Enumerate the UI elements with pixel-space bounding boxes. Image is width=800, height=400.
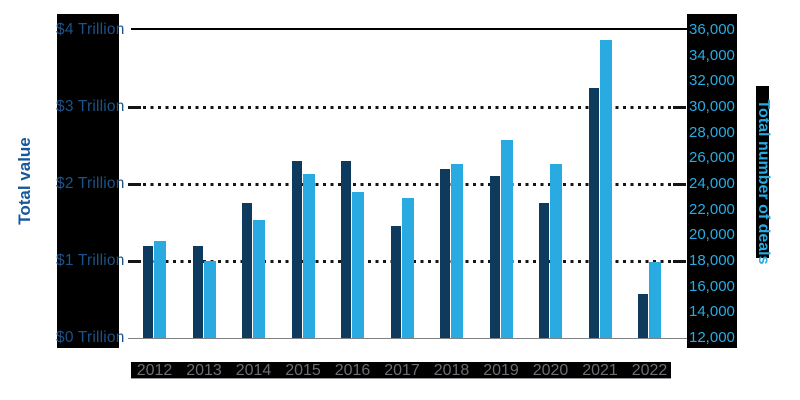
- gridline: [128, 182, 686, 186]
- bar-total-value-2013: [192, 245, 203, 338]
- left-axis-title: Total value: [15, 137, 34, 225]
- gridline-right-cap: [673, 259, 686, 263]
- top-axis-line: [131, 27, 687, 30]
- x-tick-label-2021: 2021: [582, 362, 618, 379]
- x-tick-label-2012: 2012: [136, 362, 173, 379]
- x-tick-label-2016: 2016: [334, 362, 371, 379]
- right-tick-label: 34,000: [689, 46, 735, 64]
- bar-total-value-2012: [143, 245, 153, 338]
- bar-deals-2018: [451, 163, 463, 338]
- bottom-axis-line: [128, 337, 687, 339]
- x-tick-label-2022: 2022: [631, 362, 668, 379]
- left-tick-label: $4 Trillion: [56, 21, 125, 38]
- bar-deals-2013: [203, 261, 216, 338]
- bar-deals-2012: [154, 240, 166, 338]
- bar-deals-2020: [550, 163, 562, 338]
- bar-deals-2014: [253, 219, 265, 338]
- bar-total-value-2016: [341, 160, 351, 338]
- right-tick-label: 30,000: [689, 98, 735, 115]
- bar-total-value-2022: [638, 294, 648, 338]
- left-tick-label: $1 Trillion: [56, 252, 125, 269]
- x-tick-label-2013: 2013: [186, 362, 222, 379]
- right-tick-label: 36,000: [689, 21, 735, 38]
- gridline-left-cap: [128, 182, 141, 186]
- right-tick-label: 28,000: [689, 123, 735, 141]
- gridline-right-cap: [673, 182, 686, 186]
- gridline: [128, 105, 686, 109]
- right-tick-label: 32,000: [689, 72, 735, 90]
- bar-deals-2017: [401, 198, 414, 338]
- gridline-left-cap: [128, 259, 141, 263]
- bar-total-value-2019: [489, 176, 500, 338]
- right-tick-label: 16,000: [689, 277, 735, 295]
- x-tick-label-2018: 2018: [433, 362, 470, 379]
- right-tick-label: 18,000: [689, 252, 735, 269]
- x-tick-label-2014: 2014: [235, 362, 272, 379]
- bar-total-value-2017: [390, 226, 401, 338]
- bar-total-value-2014: [242, 203, 252, 339]
- x-axis-label-background: [131, 362, 671, 379]
- bar-total-value-2018: [440, 168, 450, 338]
- left-axis-label-background: [57, 14, 119, 348]
- bar-deals-2015: [302, 173, 315, 338]
- gridline-left-cap: [128, 105, 141, 109]
- right-axis-label-background: [687, 14, 737, 348]
- bar-total-value-2015: [291, 160, 302, 338]
- bar-total-value-2021: [588, 87, 599, 339]
- bar-deals-2022: [649, 262, 661, 338]
- x-tick-label-2017: 2017: [384, 362, 420, 379]
- right-tick-label: 22,000: [689, 200, 735, 218]
- right-axis-title-background: [756, 86, 769, 258]
- bar-deals-2019: [500, 140, 513, 338]
- x-tick-label-2019: 2019: [483, 362, 519, 379]
- right-tick-label: 20,000: [689, 226, 735, 244]
- x-tick-label-2020: 2020: [532, 362, 569, 379]
- left-tick-label: $3 Trillion: [56, 98, 125, 115]
- right-tick-label: 12,000: [689, 329, 735, 346]
- bar-deals-2016: [352, 191, 364, 338]
- right-tick-label: 24,000: [689, 175, 735, 192]
- bar-deals-2021: [599, 40, 612, 338]
- left-tick-label: $2 Trillion: [56, 175, 125, 192]
- right-axis-title: Total number of deals: [755, 99, 772, 265]
- gridline-right-cap: [673, 105, 686, 109]
- bar-total-value-2020: [539, 203, 549, 339]
- left-tick-label: $0 Trillion: [56, 329, 125, 346]
- right-tick-label: 14,000: [689, 303, 735, 321]
- x-tick-label-2015: 2015: [285, 362, 321, 379]
- right-tick-label: 26,000: [689, 149, 735, 167]
